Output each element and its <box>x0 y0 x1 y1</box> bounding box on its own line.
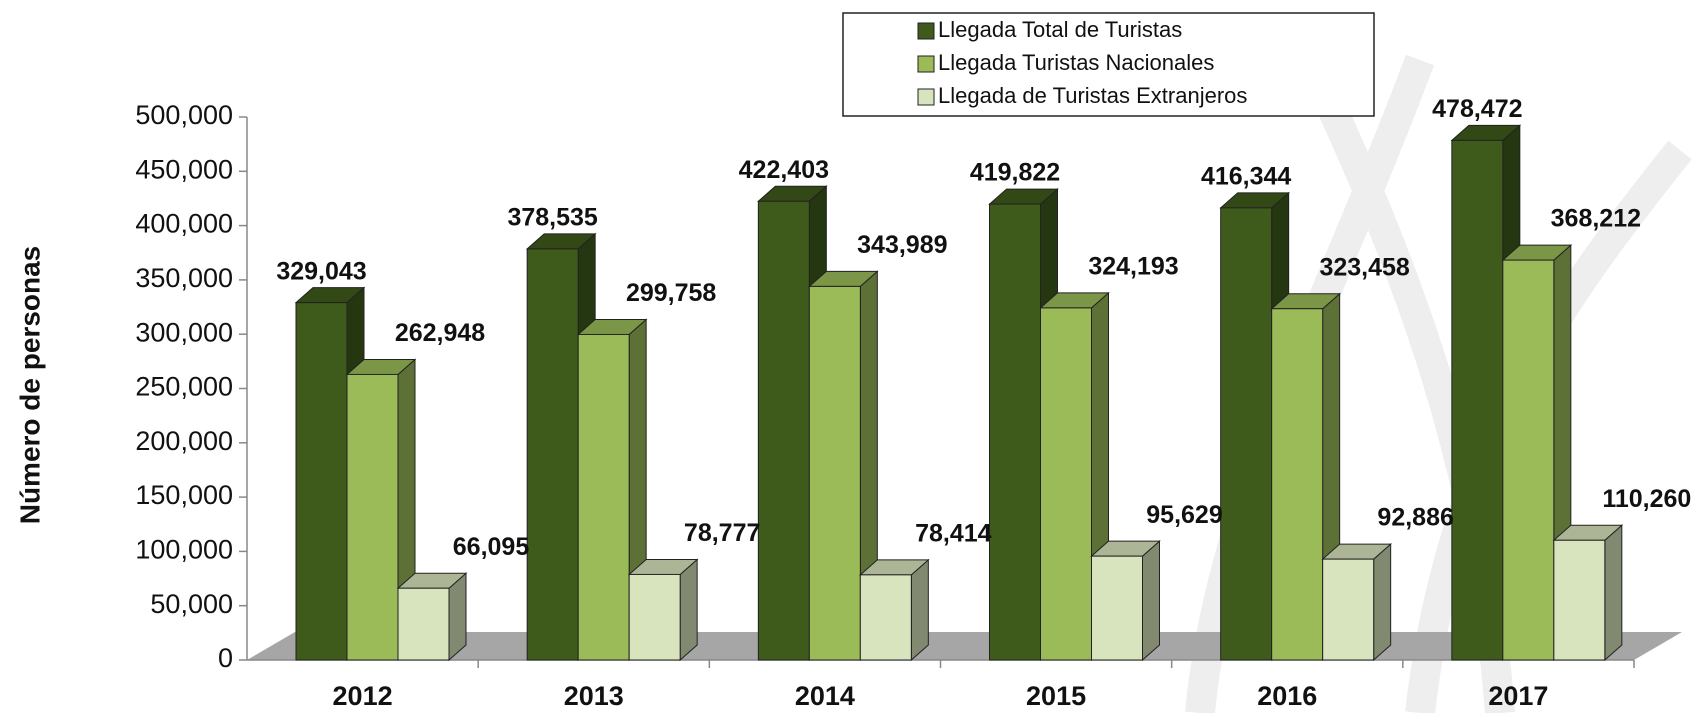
bar <box>989 203 1041 661</box>
y-tick-label: 500,000 <box>135 100 233 130</box>
x-tick-label: 2012 <box>333 681 393 711</box>
value-label: 95,629 <box>1146 501 1222 529</box>
bar <box>1502 259 1555 661</box>
y-tick-label: 0 <box>218 643 233 673</box>
value-label: 66,095 <box>453 533 530 561</box>
legend-label: Llegada Turistas Nacionales <box>938 50 1214 75</box>
legend-swatch <box>917 55 935 73</box>
bar <box>628 573 681 661</box>
bar-side <box>910 558 929 662</box>
bar <box>1553 539 1606 661</box>
bar-side <box>1373 543 1392 662</box>
legend-swatch <box>917 88 935 106</box>
bar <box>397 587 450 661</box>
bar-side <box>1142 540 1160 662</box>
value-label: 299,758 <box>626 279 716 307</box>
x-tick-label: 2013 <box>564 681 624 711</box>
bar <box>526 248 579 661</box>
x-tick-label: 2015 <box>1026 681 1086 711</box>
y-tick-label: 150,000 <box>135 480 233 510</box>
legend: Llegada Total de Turistas Llegada Turista… <box>842 12 1375 117</box>
value-label: 78,777 <box>684 519 760 547</box>
y-tick-label: 450,000 <box>135 154 233 184</box>
bar <box>1220 207 1273 661</box>
y-tick-label: 250,000 <box>135 372 233 402</box>
bar-side <box>1604 524 1623 662</box>
legend-swatch <box>917 22 935 40</box>
bar <box>1451 139 1504 661</box>
bar <box>757 200 810 661</box>
value-label: 262,948 <box>395 319 485 347</box>
x-tick-label: 2016 <box>1257 681 1317 711</box>
x-tick-label: 2014 <box>795 681 855 711</box>
value-label: 324,193 <box>1088 253 1178 281</box>
bar <box>1271 308 1324 661</box>
bar <box>1040 307 1092 661</box>
value-label: 323,458 <box>1319 253 1409 281</box>
bar-side <box>679 558 698 662</box>
y-tick-label: 400,000 <box>135 209 233 239</box>
bar <box>346 373 399 661</box>
y-tick-label: 350,000 <box>135 263 233 293</box>
value-label: 368,212 <box>1551 205 1641 233</box>
bar <box>1091 555 1143 661</box>
value-label: 422,403 <box>739 156 829 184</box>
y-tick-label: 100,000 <box>135 535 233 565</box>
value-label: 329,043 <box>276 257 366 285</box>
y-tick-label: 300,000 <box>135 317 233 347</box>
y-axis-title: Número de personas <box>14 246 45 525</box>
value-label: 110,260 <box>1602 485 1691 513</box>
y-tick-label: 50,000 <box>150 589 233 619</box>
legend-label: Llegada Total de Turistas <box>938 17 1182 42</box>
bar <box>1322 558 1375 661</box>
bar <box>577 333 630 661</box>
x-tick-label: 2017 <box>1488 681 1548 711</box>
value-label: 478,472 <box>1432 95 1522 123</box>
value-label: 419,822 <box>970 159 1060 187</box>
bar <box>859 574 912 661</box>
value-label: 416,344 <box>1201 162 1291 190</box>
value-label: 92,886 <box>1377 504 1453 532</box>
bar <box>808 285 861 661</box>
value-label: 78,414 <box>915 519 992 547</box>
value-label: 378,535 <box>507 204 597 232</box>
legend-label: Llegada de Turistas Extranjeros <box>938 83 1247 108</box>
y-tick-label: 200,000 <box>135 426 233 456</box>
bar <box>295 302 348 661</box>
value-label: 343,989 <box>857 231 947 259</box>
